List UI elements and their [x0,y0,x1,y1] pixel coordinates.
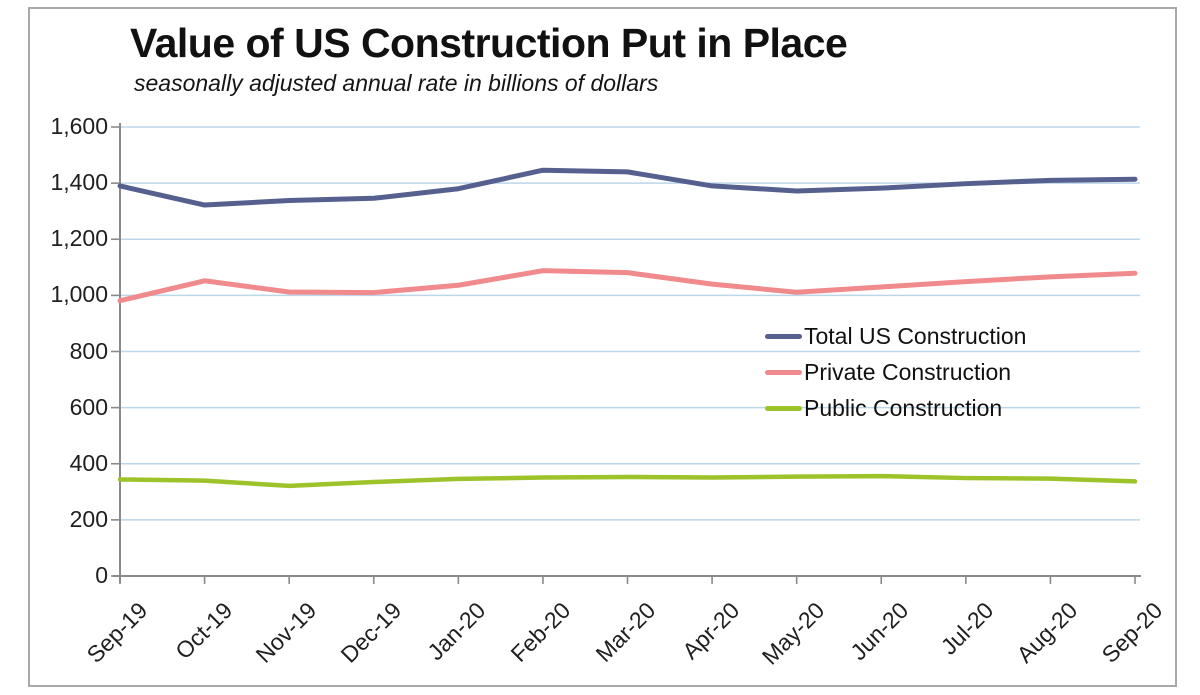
series-line-total-us-construction [117,167,1138,208]
y-axis-label: 1,600 [50,113,108,139]
legend-swatch-public-construction [765,405,802,411]
legend-swatch-total-us-construction [765,333,802,339]
chart-title: Value of US Construction Put in Place [130,20,848,66]
y-axis-label: 200 [69,505,108,532]
legend-label-public-construction: Public Construction [804,394,1003,421]
chart-frame-border [28,7,1177,687]
y-axis-label: 1,400 [50,169,108,196]
legend-label-private-construction: Private Construction [804,358,1012,385]
series-line-private-construction [117,268,1138,304]
y-axis-label: 400 [69,449,108,476]
legend-item-public-construction: Public Construction [765,395,1026,421]
legend-swatch-private-construction [765,369,802,375]
legend-item-total-us-construction: Total US Construction [765,323,1026,349]
legend-label-total-us-construction: Total US Construction [804,322,1027,349]
chart-subtitle: seasonally adjusted annual rate in billi… [134,70,659,96]
y-axis-label: 800 [69,337,108,364]
legend: Total US Construction Private Constructi… [765,323,1026,431]
y-axis-label: 1,200 [50,225,108,252]
y-axis-label: 600 [69,393,108,420]
y-axis-label: 1,000 [50,281,108,308]
series-line-public-construction [117,473,1138,489]
legend-item-private-construction: Private Construction [765,359,1026,385]
y-axis-label: 0 [95,562,108,588]
